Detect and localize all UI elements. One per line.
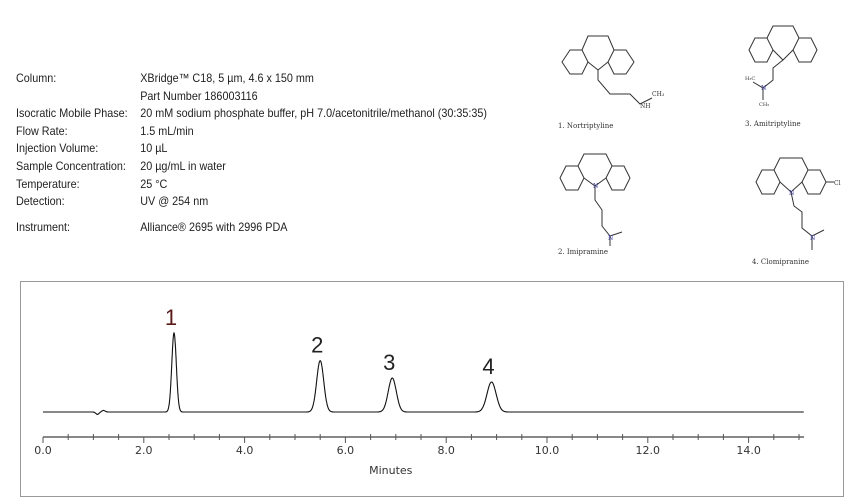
condition-flow-rate: Flow Rate: 1.5 mL/min [16, 123, 487, 141]
imipramine-structure-icon: NN [559, 153, 631, 246]
label: Flow Rate: [16, 123, 68, 138]
label [16, 88, 140, 106]
x-tick-label: 14.0 [736, 444, 761, 457]
svg-text:N: N [789, 190, 794, 197]
condition-instrument: Instrument: Alliance® 2695 with 2996 PDA [16, 219, 487, 237]
svg-text:Cl: Cl [834, 180, 841, 187]
condition-temperature: Temperature: 25 °C [16, 176, 487, 194]
svg-text:N: N [761, 85, 766, 92]
x-tick-label: 10.0 [535, 444, 560, 457]
x-tick-label: 4.0 [236, 444, 254, 457]
chromatogram-trace [43, 331, 804, 415]
value: 1.5 mL/min [140, 123, 194, 138]
svg-text:H₃C: H₃C [745, 76, 755, 82]
condition-mobile-phase: Isocratic Mobile Phase: 20 mM sodium phos… [16, 105, 487, 123]
value: 10 µL [140, 141, 168, 156]
value: Part Number 186003116 [140, 88, 258, 103]
value: Alliance® 2695 with 2996 PDA [140, 219, 288, 234]
label: Injection Volume: [16, 141, 99, 156]
svg-text:N: N [810, 235, 815, 242]
chromatogram-frame: 1 2 3 4 0.0 2.0 4.0 6.0 8.0 10.0 12.0 14.0 Minutes [20, 281, 844, 497]
compound-label: 4. Clomipranine [752, 258, 809, 266]
structure-nortriptyline: NH CH₃ 1. Nortriptyline [556, 22, 666, 130]
compound-label: 3. Amitriptyline [745, 120, 801, 128]
condition-injection-volume: Injection Volume: 10 µL [16, 140, 487, 158]
x-tick-label: 2.0 [135, 444, 153, 457]
x-tick-label: 0.0 [34, 444, 52, 457]
structure-amitriptyline: N H₃C CH₃ 3. Amitriptyline [745, 20, 845, 128]
conditions-table: Column: XBridge™ C18, 5 µm, 4.6 x 150 mm … [16, 70, 487, 236]
peak-label-4: 4 [482, 354, 494, 379]
value: 20 mM sodium phosphate buffer, pH 7.0/ac… [140, 106, 488, 121]
value: XBridge™ C18, 5 µm, 4.6 x 150 mm [140, 71, 314, 85]
compound-label: 2. Imipramine [558, 248, 609, 256]
label: Instrument: [16, 219, 71, 234]
value: UV @ 254 nm [140, 194, 209, 209]
svg-text:NH: NH [640, 103, 650, 110]
svg-text:CH₃: CH₃ [759, 102, 769, 108]
peak-label-1: 1 [165, 305, 177, 330]
svg-text:CH₃: CH₃ [652, 91, 665, 98]
compound-label: 1. Nortriptyline [558, 122, 614, 130]
label: Detection: [16, 194, 65, 209]
condition-sample-concentration: Sample Concentration: 20 µg/mL in water [16, 158, 487, 176]
x-axis-label: Minutes [369, 464, 413, 477]
label: Temperature: [16, 176, 80, 191]
svg-text:N: N [593, 183, 598, 190]
condition-part-number: Part Number 186003116 [16, 88, 487, 106]
peak-label-3: 3 [383, 350, 395, 375]
x-tick-label: 6.0 [337, 444, 355, 457]
value: 25 °C [140, 176, 168, 191]
peak-label-2: 2 [311, 333, 323, 358]
amitriptyline-structure-icon: N H₃C CH₃ [745, 25, 818, 108]
chromatogram: 1 2 3 4 0.0 2.0 4.0 6.0 8.0 10.0 12.0 14.0 Minutes [34, 305, 805, 477]
label: Column: [16, 71, 57, 85]
condition-detection: Detection: UV @ 254 nm [16, 193, 487, 211]
x-tick-label: 8.0 [437, 444, 455, 457]
svg-text:N: N [608, 235, 613, 242]
value: 20 µg/mL in water [140, 158, 226, 173]
label: Sample Concentration: [16, 158, 126, 173]
x-tick-label: 12.0 [636, 444, 661, 457]
condition-column: Column: XBridge™ C18, 5 µm, 4.6 x 150 mm [16, 70, 487, 88]
label: Isocratic Mobile Phase: [16, 106, 128, 121]
clomipranine-structure-icon: Cl N N [755, 157, 841, 250]
structure-clomipranine: Cl N N 4. Clomipranine [752, 152, 852, 266]
